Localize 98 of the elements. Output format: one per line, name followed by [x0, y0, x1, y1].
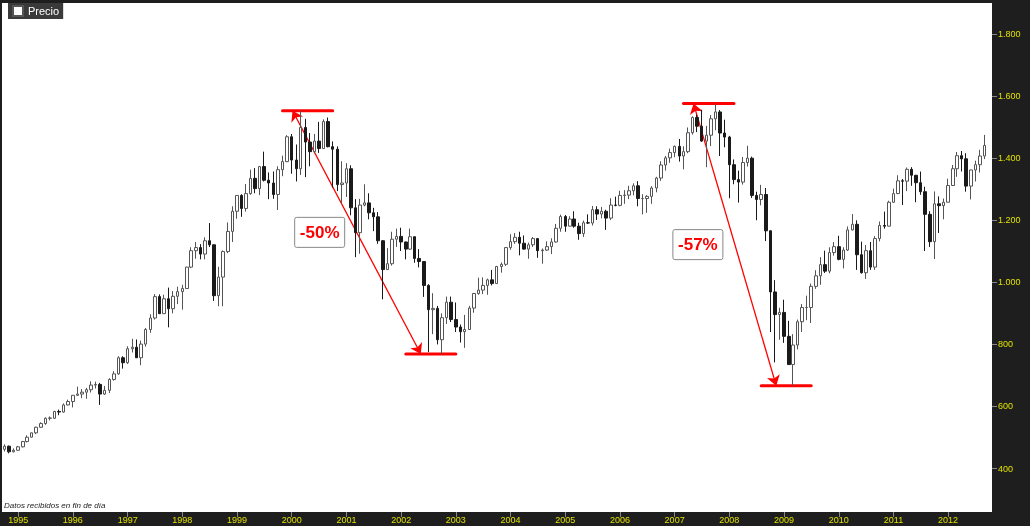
candlestick — [568, 215, 572, 227]
candlestick — [901, 178, 904, 206]
candlestick — [258, 165, 261, 196]
x-tick-label: 2003 — [445, 514, 466, 525]
x-tick-label: 2001 — [336, 514, 357, 525]
candlestick — [253, 167, 257, 194]
annotation: -50% — [299, 222, 340, 242]
candlestick — [481, 276, 485, 295]
candlestick — [390, 231, 394, 267]
candlestick — [614, 196, 617, 207]
candlestick — [131, 338, 134, 353]
x-tick-label: 2009 — [774, 514, 795, 525]
candlestick — [57, 409, 61, 416]
candlestick — [80, 388, 84, 399]
candlestick — [317, 121, 321, 154]
annotation: Datos recibidos en fin de día — [4, 500, 106, 510]
y-tick-label: 1.600 — [998, 91, 1021, 102]
x-tick-label: 2008 — [719, 514, 740, 525]
candlestick — [600, 206, 603, 219]
annotation: -57% — [678, 235, 718, 255]
candlestick — [299, 110, 302, 176]
candlestick — [431, 292, 435, 335]
candlestick — [627, 185, 631, 200]
candlestick — [823, 250, 827, 274]
candlestick — [964, 152, 968, 193]
candlestick — [336, 145, 339, 192]
candlestick — [98, 382, 102, 406]
candlestick — [851, 213, 854, 231]
y-tick-label: 1.800 — [998, 29, 1021, 40]
candlestick — [25, 434, 29, 443]
x-tick-label: 1997 — [117, 514, 138, 525]
x-tick-label: 2012 — [938, 514, 959, 525]
candlestick — [240, 193, 243, 218]
y-tick-label: 1.400 — [998, 153, 1021, 164]
x-tick-label: 2002 — [391, 514, 412, 525]
candlestick — [522, 234, 526, 251]
candlestick — [171, 290, 175, 314]
candlestick — [48, 415, 52, 421]
candlestick — [536, 238, 539, 259]
candlestick — [490, 269, 494, 286]
candlestick — [126, 345, 129, 365]
candlestick — [167, 287, 170, 328]
y-tick-label: 1.200 — [998, 215, 1021, 226]
candlestick — [937, 195, 941, 234]
candlestick — [604, 209, 608, 231]
candlestick — [864, 244, 868, 280]
candlestick — [313, 133, 316, 154]
x-tick-label: 2011 — [883, 514, 904, 525]
x-tick-label: 1999 — [226, 514, 248, 525]
candlestick — [855, 219, 859, 271]
candlestick — [103, 385, 106, 396]
y-tick-label: 400 — [998, 463, 1014, 474]
candlestick — [933, 190, 936, 260]
candlestick — [121, 355, 125, 370]
candlestick — [272, 171, 275, 200]
candlestick — [408, 228, 412, 251]
candlestick — [591, 205, 594, 227]
candlestick — [199, 243, 202, 260]
candlestick — [586, 213, 590, 225]
x-tick-label: 2010 — [828, 514, 849, 525]
candlestick — [290, 133, 293, 175]
candlestick — [162, 294, 166, 315]
candlestick — [158, 293, 161, 315]
candlestick — [463, 314, 466, 349]
candlestick — [135, 338, 138, 359]
candlestick — [564, 214, 567, 233]
candlestick — [295, 144, 298, 182]
candlestick — [322, 118, 325, 150]
candlestick — [678, 138, 681, 163]
x-tick-label: 2004 — [500, 514, 521, 525]
candlestick — [869, 241, 872, 271]
x-tick-label: 1998 — [172, 514, 193, 525]
candlestick — [203, 236, 207, 260]
x-tick-label: 1995 — [8, 514, 29, 525]
x-tick-label: 2005 — [555, 514, 576, 525]
candlestick — [636, 180, 640, 207]
candlestick — [609, 197, 613, 221]
y-tick-label: 800 — [998, 339, 1014, 350]
candlestick — [759, 184, 763, 206]
candlestick — [718, 109, 722, 157]
candlestick — [595, 205, 599, 221]
candlestick — [837, 235, 841, 261]
candlestick — [340, 160, 344, 204]
candlestick — [495, 265, 498, 285]
candlestick — [883, 211, 886, 230]
x-tick-label: 2000 — [281, 514, 302, 525]
x-tick-label: 2006 — [609, 514, 630, 525]
x-tick-label: 2007 — [664, 514, 685, 525]
y-tick-label: 600 — [998, 401, 1014, 412]
candlestick — [905, 166, 909, 192]
candlestick — [618, 190, 622, 207]
candlestick — [778, 307, 781, 341]
y-tick-label: 1.000 — [998, 277, 1021, 288]
x-tick-label: 1996 — [62, 514, 83, 525]
candlestick — [436, 305, 439, 345]
legend-label: Precio — [28, 5, 60, 17]
candlestick — [7, 445, 11, 454]
candlestick — [582, 220, 585, 238]
